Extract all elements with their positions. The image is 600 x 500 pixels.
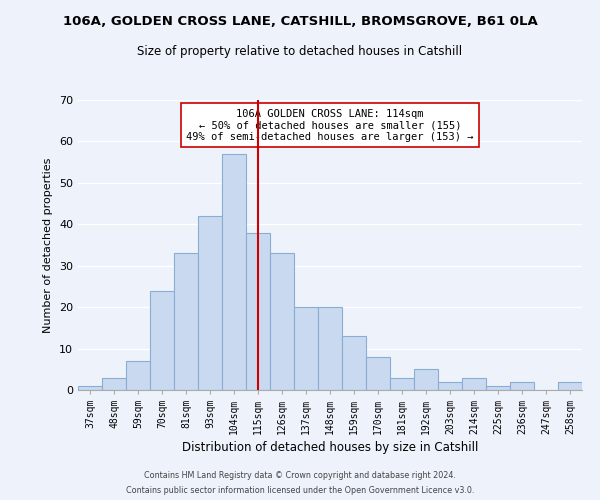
Bar: [126, 361, 150, 390]
Bar: [318, 307, 342, 390]
X-axis label: Distribution of detached houses by size in Catshill: Distribution of detached houses by size …: [182, 441, 478, 454]
Bar: [462, 378, 486, 390]
Bar: [558, 382, 582, 390]
Bar: [270, 254, 294, 390]
Bar: [510, 382, 534, 390]
Bar: [366, 357, 390, 390]
Bar: [246, 232, 270, 390]
Bar: [174, 254, 198, 390]
Bar: [390, 378, 414, 390]
Text: Contains public sector information licensed under the Open Government Licence v3: Contains public sector information licen…: [126, 486, 474, 495]
Bar: [150, 290, 174, 390]
Bar: [294, 307, 318, 390]
Text: 106A, GOLDEN CROSS LANE, CATSHILL, BROMSGROVE, B61 0LA: 106A, GOLDEN CROSS LANE, CATSHILL, BROMS…: [62, 15, 538, 28]
Bar: [342, 336, 366, 390]
Bar: [102, 378, 126, 390]
Bar: [222, 154, 246, 390]
Y-axis label: Number of detached properties: Number of detached properties: [43, 158, 53, 332]
Bar: [198, 216, 222, 390]
Text: 106A GOLDEN CROSS LANE: 114sqm
← 50% of detached houses are smaller (155)
49% of: 106A GOLDEN CROSS LANE: 114sqm ← 50% of …: [186, 108, 474, 142]
Bar: [78, 386, 102, 390]
Text: Contains HM Land Registry data © Crown copyright and database right 2024.: Contains HM Land Registry data © Crown c…: [144, 471, 456, 480]
Bar: [486, 386, 510, 390]
Text: Size of property relative to detached houses in Catshill: Size of property relative to detached ho…: [137, 45, 463, 58]
Bar: [414, 370, 438, 390]
Bar: [438, 382, 462, 390]
